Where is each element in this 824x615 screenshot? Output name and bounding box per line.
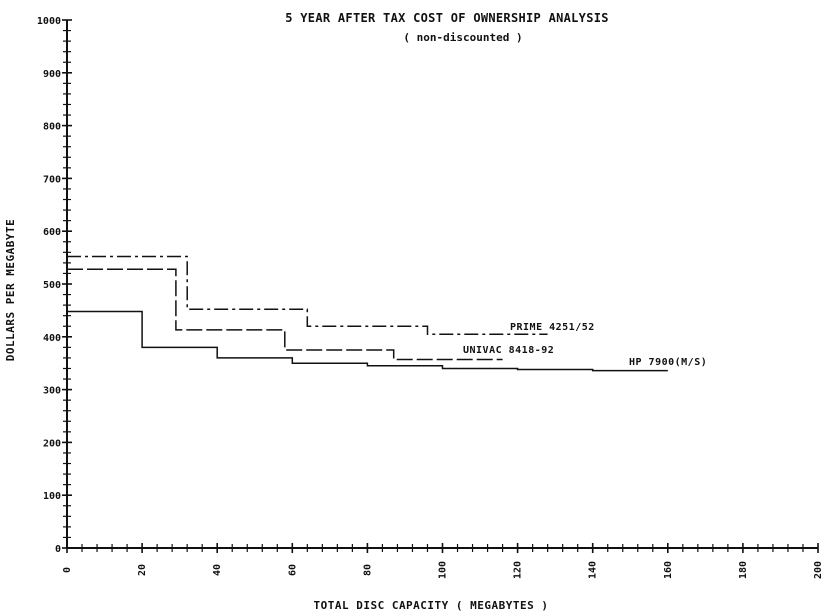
series-label-univac: UNIVAC 8418-92	[463, 345, 554, 356]
y-tick-label: 200	[43, 438, 61, 449]
y-tick-label: 400	[43, 333, 61, 344]
y-tick-label: 800	[43, 122, 61, 133]
x-tick-labels: 0 20 40 60 80 100 120 140 160 180 200	[62, 561, 824, 579]
y-tick-label: 500	[43, 280, 61, 291]
y-tick-label: 700	[43, 174, 61, 185]
x-tick-label: 180	[738, 561, 749, 579]
x-tick-label: 40	[212, 564, 223, 576]
x-tick-label: 160	[663, 561, 674, 579]
x-tick-label: 120	[513, 561, 524, 579]
series-label-prime: PRIME 4251/52	[510, 322, 595, 333]
x-tick-label: 200	[813, 561, 824, 579]
x-tick-label: 0	[62, 567, 73, 573]
y-tick-label: 300	[43, 386, 61, 397]
series-line-univac	[67, 268, 503, 361]
axis-ticks	[62, 19, 819, 553]
x-tick-label: 20	[137, 564, 148, 576]
x-tick-label: 60	[287, 564, 298, 576]
chart-subtitle: ( non-discounted )	[403, 31, 522, 44]
series-label-hp: HP 7900(M/S)	[629, 357, 707, 368]
chart-title: 5 YEAR AFTER TAX COST OF OWNERSHIP ANALY…	[285, 11, 609, 25]
y-tick-label: 0	[55, 544, 61, 555]
x-tick-label: 140	[588, 561, 599, 579]
x-axis-label: TOTAL DISC CAPACITY ( MEGABYTES )	[313, 599, 548, 612]
y-tick-label: 100	[43, 491, 61, 502]
y-tick-labels: 0 100 200 300 400 500 600 700 800 900 1000	[37, 16, 61, 555]
y-tick-label: 1000	[37, 16, 61, 27]
y-tick-label: 600	[43, 227, 61, 238]
series-line-prime	[67, 255, 548, 335]
y-axis-label: DOLLARS PER MEGABYTE	[4, 219, 17, 361]
x-tick-label: 100	[438, 561, 449, 579]
y-tick-label: 900	[43, 69, 61, 80]
x-tick-label: 80	[362, 564, 373, 576]
series-layer	[67, 255, 668, 372]
series-line-hp	[67, 310, 668, 372]
